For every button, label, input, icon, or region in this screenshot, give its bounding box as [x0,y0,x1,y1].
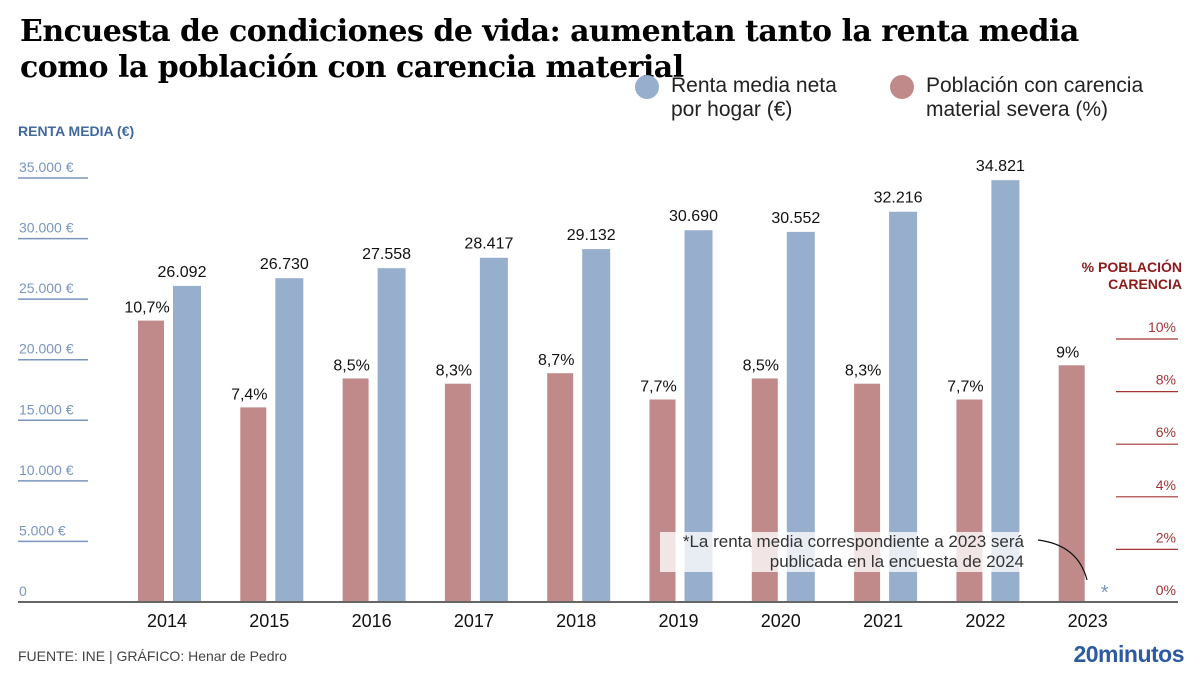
left-axis-tick-label: 25.000 € [19,280,74,296]
bar-renta [173,285,201,602]
legend-item-carencia: Población con carencia material severa (%… [890,74,1143,122]
missing-value-marker: * [1101,582,1109,604]
legend-item-renta: Renta media neta por hogar (€) [635,74,837,122]
x-axis-tick-label: 2017 [454,611,494,631]
left-axis-tick-label: 10.000 € [19,462,74,478]
x-axis-tick-label: 2016 [352,611,392,631]
bar-renta [275,278,304,602]
bar-renta [582,249,611,603]
left-axis-tick-label: 0 [19,583,27,599]
right-axis-title-line1: % POBLACIÓN [1081,259,1182,275]
right-axis-title: % POBLACIÓN CARENCIA [1022,259,1182,293]
right-axis-tick-label: 8% [1156,372,1176,388]
data-label-carencia: 7,7% [640,378,676,395]
left-axis-tick-label: 15.000 € [19,401,74,417]
bar-renta [991,180,1020,602]
brand-logo: 20minutos [1073,641,1184,667]
data-label-carencia: 10,7% [124,300,169,317]
legend-label-carencia-line2: material severa (%) [926,98,1109,121]
data-label-renta: 32.216 [874,190,923,207]
right-axis-tick-label: 0% [1156,582,1176,598]
data-label-carencia: 7,7% [947,378,983,395]
legend-label-renta-line2: por hogar (€) [671,98,793,121]
data-label-renta: 30.552 [771,210,820,227]
data-label-carencia: 8,5% [333,357,369,374]
right-axis-title-line2: CARENCIA [1108,276,1182,292]
data-label-renta: 26.730 [260,256,309,273]
data-label-carencia: 8,5% [743,357,779,374]
bar-renta [479,257,508,602]
left-axis-tick-label: 30.000 € [19,220,74,236]
right-axis-tick-label: 2% [1156,529,1176,545]
legend-swatch-renta [635,75,659,99]
data-label-renta: 28.417 [464,236,513,253]
data-label-renta: 34.821 [976,158,1025,175]
source-credit: FUENTE: INE | GRÁFICO: Henar de Pedro [18,648,287,664]
right-axis-tick-label: 6% [1156,424,1176,440]
bar-renta [377,268,406,602]
annotation-leader-line [1037,539,1088,581]
data-label-renta: 29.132 [567,227,616,244]
data-label-carencia: 9% [1056,344,1079,361]
x-axis-tick-label: 2018 [556,611,596,631]
right-axis-tick-label: 10% [1148,319,1176,335]
x-axis-tick-label: 2022 [965,611,1005,631]
chart-title: Encuesta de condiciones de vida: aumenta… [20,14,1079,85]
bar-carencia [547,373,574,602]
data-label-carencia: 8,3% [845,363,881,380]
x-axis-tick-label: 2015 [249,611,289,631]
data-label-renta: 30.690 [669,208,718,225]
left-axis-title: RENTA MEDIA (€) [18,123,135,139]
x-axis-tick-label: 2021 [863,611,903,631]
x-axis-tick-label: 2014 [147,611,187,631]
data-label-carencia: 8,3% [436,363,472,380]
x-axis-tick-label: 2019 [658,611,698,631]
legend-label-carencia-line1: Población con carencia [926,74,1144,97]
data-label-renta: 26.092 [158,264,207,281]
legend-label-renta-line1: Renta media neta [671,74,837,97]
left-axis-tick-label: 5.000 € [19,522,66,538]
data-label-renta: 27.558 [362,246,411,263]
bar-carencia [138,320,164,602]
bar-carencia [342,378,369,602]
data-label-carencia: 7,4% [231,386,267,403]
footnote-annotation: *La renta media correspondiente a 2023 s… [660,532,1024,572]
data-label-carencia: 8,7% [538,352,574,369]
left-axis-tick-label: 35.000 € [19,159,74,175]
bar-carencia [444,383,471,602]
legend-swatch-carencia [890,75,914,99]
x-axis-tick-label: 2020 [761,611,801,631]
right-axis-tick-label: 4% [1156,477,1176,493]
left-axis-tick-label: 20.000 € [19,341,74,357]
bar-carencia [1058,365,1085,602]
x-axis-tick-label: 2023 [1068,611,1108,631]
bar-carencia [240,407,267,602]
